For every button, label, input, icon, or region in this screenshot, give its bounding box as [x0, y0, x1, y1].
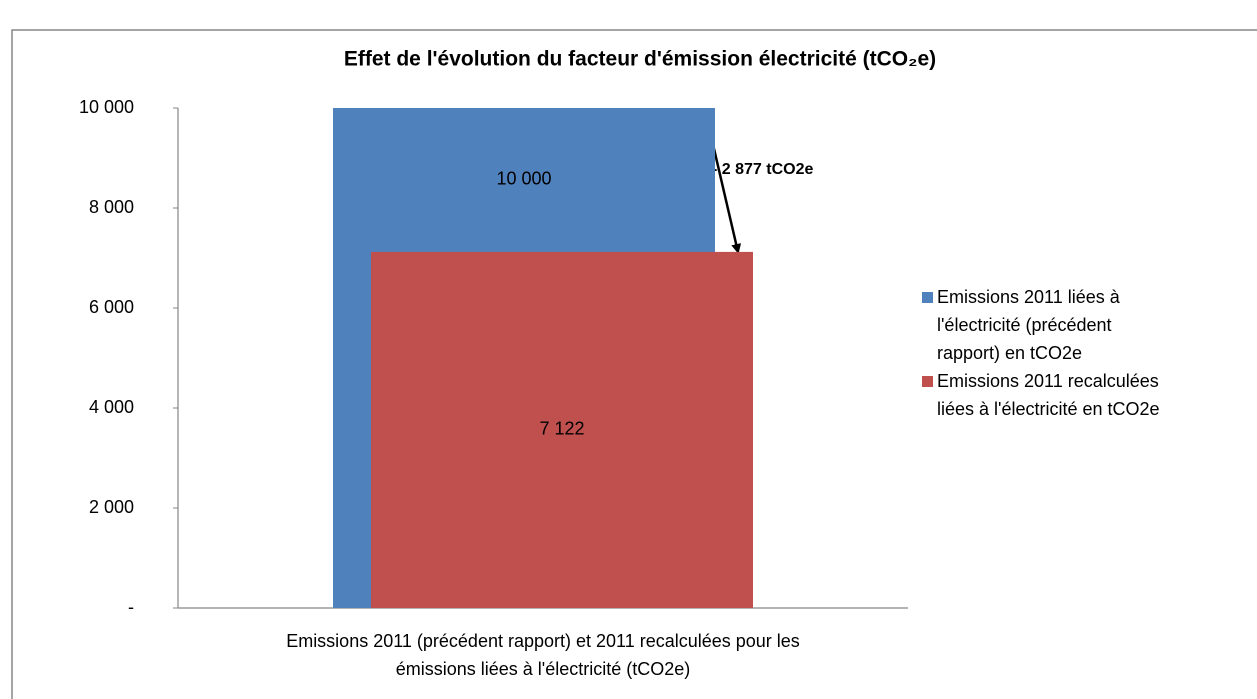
- y-tick-label: 6 000: [89, 297, 134, 317]
- y-tick-label: 4 000: [89, 397, 134, 417]
- y-tick-label: 10 000: [79, 97, 134, 117]
- chart-title: Effet de l'évolution du facteur d'émissi…: [344, 48, 936, 71]
- y-tick-label: 2 000: [89, 497, 134, 517]
- legend-swatch: [922, 376, 933, 387]
- data-label: 7 122: [539, 419, 584, 439]
- annotation: - 2 877 tCO2e: [712, 161, 813, 178]
- legend-label: Emissions 2011 liées à l'électricité (pré…: [937, 287, 1121, 363]
- data-label: 10 000: [496, 169, 551, 189]
- bar: [371, 251, 753, 608]
- legend-swatch: [922, 292, 933, 303]
- legend-label: Emissions 2011 recalculées liées à l'élec…: [937, 371, 1160, 419]
- y-tick-label: 8 000: [89, 197, 134, 217]
- y-tick-label: -: [128, 597, 134, 617]
- x-tick-label: Emissions 2011 (précédent rapport) et 20…: [286, 631, 800, 679]
